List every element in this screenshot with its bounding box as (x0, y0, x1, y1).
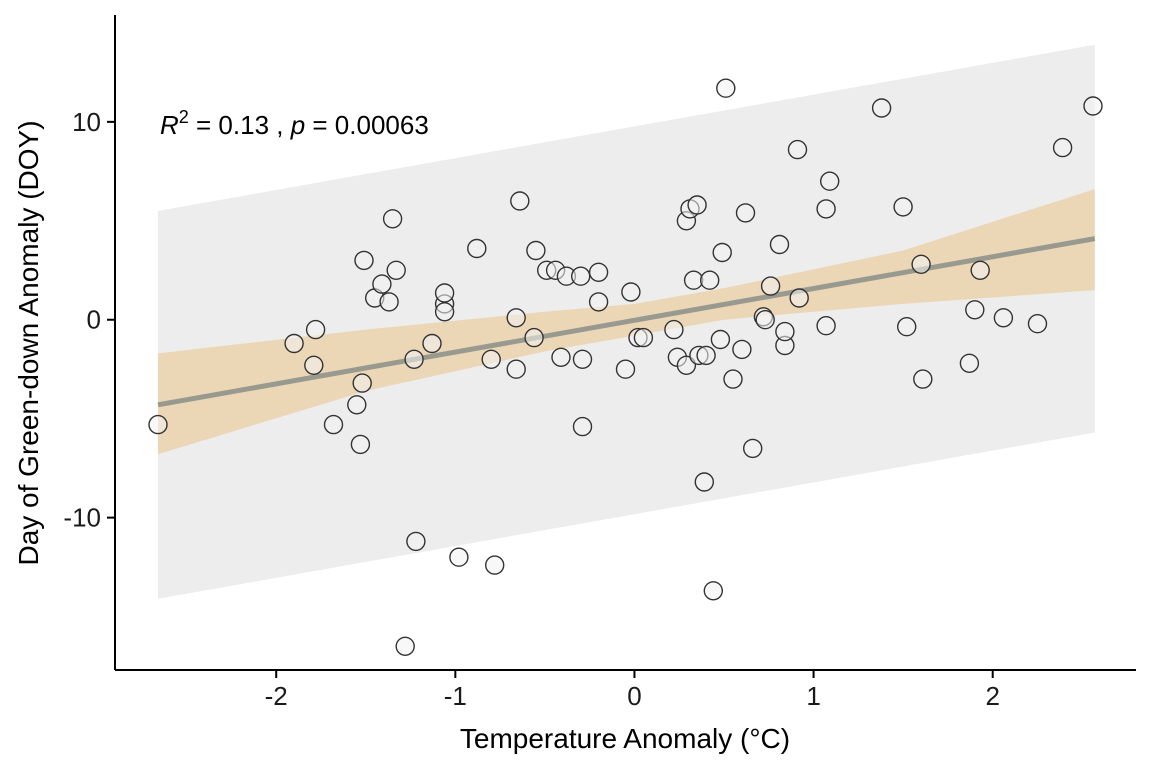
x-tick-label: -2 (265, 681, 288, 711)
data-point (372, 274, 392, 294)
data-point (775, 321, 795, 342)
data-point (323, 414, 344, 435)
data-point (820, 171, 840, 191)
data-point (406, 531, 426, 552)
data-point (687, 195, 707, 215)
data-point (305, 319, 326, 340)
data-point (382, 209, 403, 229)
data-point (1052, 137, 1073, 158)
data-point (615, 359, 636, 379)
data-point (893, 197, 913, 217)
data-point (352, 373, 372, 393)
data-point (1083, 96, 1103, 116)
data-point (422, 333, 442, 354)
data-point (735, 203, 756, 223)
data-point (1027, 314, 1048, 334)
x-tick-label: 0 (627, 681, 641, 711)
data-point (347, 395, 367, 415)
data-point (911, 254, 931, 274)
data-point (572, 349, 593, 369)
data-point (897, 317, 917, 337)
data-point (395, 636, 415, 656)
data-point (379, 292, 399, 312)
x-tick-label: 1 (806, 681, 820, 711)
data-point (354, 250, 374, 271)
data-point (284, 333, 304, 354)
data-point (760, 276, 781, 296)
data-point (633, 327, 654, 348)
data-point (386, 260, 406, 280)
y-tick-label: -10 (63, 503, 101, 533)
data-point (572, 416, 593, 437)
data-point (404, 349, 424, 369)
data-point (467, 238, 487, 259)
data-point (816, 316, 836, 336)
data-point (526, 240, 546, 261)
data-point (816, 199, 836, 219)
stats-annotation: R2 = 0.13 , p = 0.00063 (160, 107, 429, 140)
data-point (683, 270, 704, 290)
data-point (664, 319, 684, 340)
data-point (148, 414, 168, 435)
data-point (787, 139, 808, 160)
data-point (716, 78, 736, 98)
p-value: = 0.00063 (305, 110, 429, 140)
data-point (434, 283, 455, 303)
data-point (696, 345, 716, 366)
data-point (621, 282, 641, 302)
data-point (506, 308, 526, 328)
data-point (871, 98, 892, 118)
data-point (571, 266, 591, 286)
data-point (524, 327, 544, 348)
data-points-layer (148, 78, 1103, 656)
regression-line-layer (157, 236, 1096, 408)
data-point (769, 234, 790, 255)
data-point (551, 347, 571, 367)
r2-superscript: 2 (179, 107, 189, 127)
x-axis-title: Temperature Anomaly (°C) (460, 723, 790, 754)
data-point (732, 339, 752, 360)
data-point (588, 262, 609, 282)
y-tick-label: 0 (87, 305, 101, 335)
regression-line (157, 236, 1096, 408)
data-point (510, 191, 530, 211)
y-axis-title: Day of Green-down Anomaly (DOY) (13, 120, 44, 565)
data-point (703, 581, 723, 601)
data-point (970, 260, 990, 280)
y-tick-label: 10 (72, 107, 101, 137)
data-point (481, 349, 501, 369)
r2-value: = 0.13 , (189, 110, 291, 140)
data-point (712, 242, 732, 263)
data-point (743, 438, 763, 459)
data-point (913, 369, 933, 389)
data-point (588, 292, 609, 312)
data-point (965, 300, 985, 320)
data-point (694, 472, 714, 492)
data-point (304, 355, 324, 375)
x-tick-label: -1 (444, 681, 467, 711)
data-point (449, 547, 469, 567)
data-point (993, 308, 1014, 328)
data-point (755, 310, 775, 330)
data-point (789, 288, 809, 308)
data-point (723, 369, 743, 389)
data-point (710, 329, 731, 350)
p-symbol: p (290, 110, 305, 140)
r2-symbol: R (160, 110, 179, 140)
data-point (485, 555, 505, 575)
data-point (350, 434, 371, 455)
data-point (959, 353, 980, 373)
data-point (434, 302, 455, 322)
data-point (700, 270, 720, 290)
data-point (506, 359, 526, 379)
x-tick-label: 2 (985, 681, 999, 711)
